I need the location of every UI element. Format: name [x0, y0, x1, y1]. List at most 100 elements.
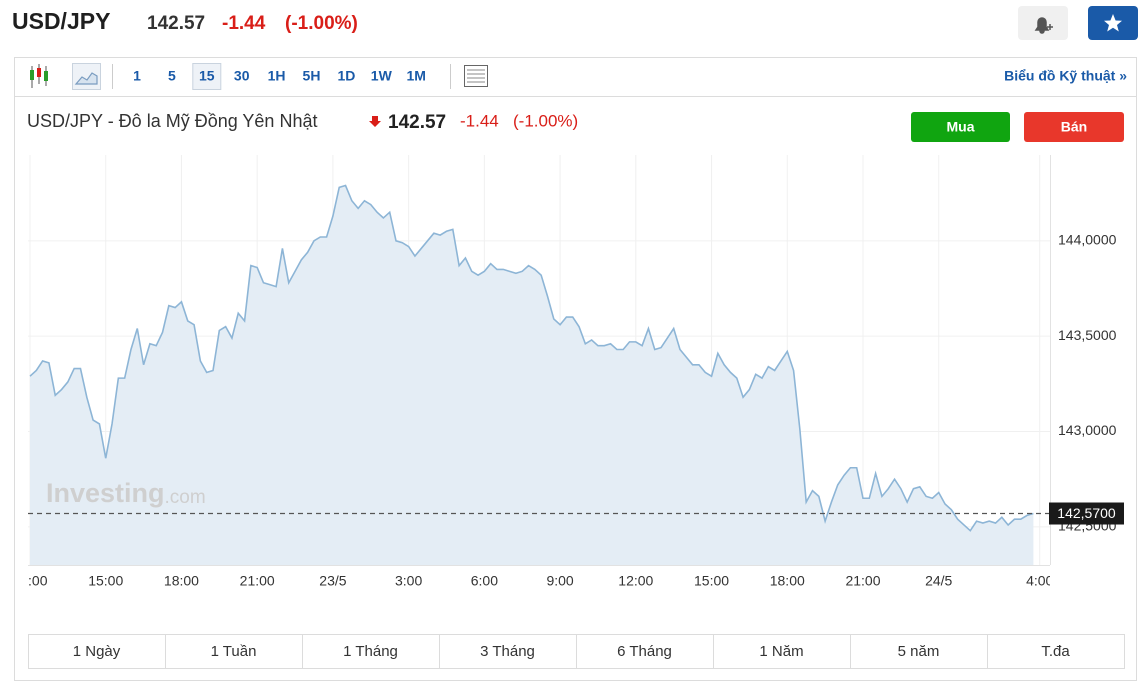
range-tab-label: 3 Tháng [480, 643, 535, 660]
interval-label: 5 [168, 68, 176, 84]
interval-label: 5H [303, 68, 321, 84]
sell-button-bg [1024, 112, 1124, 142]
x-tick-label: 24/5 [925, 573, 952, 589]
price-line [29, 184, 1034, 532]
change: -1.44 [222, 13, 266, 34]
buy-button-bg [911, 112, 1010, 142]
y-tick-label: 144,0000 [1058, 232, 1117, 248]
table-icon-lines [467, 69, 485, 83]
interval-button[interactable]: 1 [133, 68, 141, 84]
interval-label: 15 [199, 68, 215, 84]
interval-label: 30 [234, 68, 250, 84]
interval-label: 1D [337, 68, 355, 84]
range-tab[interactable]: 1 Tuần [165, 634, 303, 669]
sell-button[interactable]: Bán [1024, 112, 1124, 142]
range-tab[interactable]: 3 Tháng [439, 634, 577, 669]
range-tab[interactable]: 6 Tháng [576, 634, 714, 669]
plot-area [28, 155, 1050, 565]
range-tab[interactable]: 5 năm [850, 634, 988, 669]
interval-label: 1 [133, 68, 141, 84]
table-view[interactable] [464, 65, 488, 87]
interval-button[interactable]: 1D [337, 68, 355, 84]
range-tab[interactable]: 1 Ngày [28, 634, 166, 669]
interval-button[interactable]: 1M [406, 68, 425, 84]
star-icon [1104, 14, 1122, 32]
quote-price: 142.57 [388, 112, 446, 133]
quote-change: -1.44 [460, 111, 499, 130]
x-tick-label: 21:00 [240, 573, 275, 589]
interval-button[interactable]: 15 [192, 63, 222, 90]
x-tick-label: 21:00 [845, 573, 880, 589]
x-tick-label: 12:00 [12, 573, 47, 589]
y-tick-label: 143,0000 [1058, 422, 1117, 438]
quote-change-pct: (-1.00%) [513, 111, 578, 130]
range-tab-label: 1 Tuần [211, 643, 257, 660]
range-tab-label: 5 năm [898, 643, 940, 660]
range-tab[interactable]: T.đa [987, 634, 1125, 669]
x-tick-label: 6:00 [471, 573, 498, 589]
last-value-box [1049, 502, 1124, 525]
x-tick-label: 23/5 [319, 573, 346, 589]
bell-icon [1034, 17, 1053, 34]
range-tab-bg [576, 634, 714, 669]
y-tick-label: 143,5000 [1058, 327, 1117, 343]
candle-body [30, 70, 34, 80]
alert-button[interactable] [1018, 6, 1068, 40]
x-tick-label: 3:00 [395, 573, 422, 589]
x-tick-label: 18:00 [164, 573, 199, 589]
interval-list: 1 5 15 30 1H 5H 1D 1W 1M [133, 63, 426, 90]
table-icon [464, 65, 488, 87]
range-tab-label: 6 Tháng [617, 643, 672, 660]
x-tick-label: 18:00 [770, 573, 805, 589]
interval-button[interactable]: 1W [371, 68, 393, 84]
range-tab-bg [165, 634, 303, 669]
price-chart: Investing .com 12:00 15:00 18:00 21:00 23/5 3:0… [12, 155, 1124, 589]
x-tick-labels: 12:00 15:00 18:00 21:00 23/5 3:00 6:00 9:00 12:0… [12, 573, 1050, 589]
instrument-name: USD/JPY - Đô la Mỹ Đồng Yên Nhật [27, 111, 317, 131]
candle-body [37, 68, 41, 77]
last-value-label: 142,5700 [1057, 505, 1116, 521]
x-tick-label: 15:00 [88, 573, 123, 589]
watermark-suffix: .com [165, 487, 206, 508]
buy-button[interactable]: Mua [911, 112, 1010, 142]
interval-label: 1W [371, 68, 393, 84]
area-type[interactable] [72, 63, 101, 90]
watermark-brand: Investing [46, 478, 165, 508]
range-tab-label: T.đa [1041, 643, 1070, 660]
range-tab[interactable]: 1 Năm [713, 634, 851, 669]
x-tick-label: 12:00 [618, 573, 653, 589]
symbol: USD/JPY [12, 8, 110, 34]
range-tab-label: 1 Năm [759, 643, 803, 660]
area-fill [30, 185, 1034, 565]
range-tab-label: 1 Tháng [343, 643, 398, 660]
interval-active-bg [192, 63, 222, 90]
change-pct: (-1.00%) [285, 13, 358, 34]
down-arrow [369, 116, 381, 127]
range-tab-bg [713, 634, 851, 669]
technical-chart-link[interactable]: Biểu đồ Kỹ thuật » [1004, 68, 1127, 84]
watchlist-button[interactable] [1088, 6, 1138, 40]
range-tab-bg [987, 634, 1125, 669]
sell-label: Bán [1061, 119, 1087, 135]
price: 142.57 [147, 13, 205, 34]
range-tab-bg [850, 634, 988, 669]
x-tick-label: 9:00 [546, 573, 573, 589]
interval-label: 1H [268, 68, 286, 84]
range-tab-bg [28, 634, 166, 669]
range-tab[interactable]: 1 Tháng [302, 634, 440, 669]
x-tick-label: 15:00 [694, 573, 729, 589]
area-icon [74, 72, 98, 85]
candlestick-type[interactable] [30, 64, 48, 88]
buy-label: Mua [947, 119, 975, 135]
interval-button[interactable]: 5 [168, 68, 176, 84]
interval-button[interactable]: 1H [268, 68, 286, 84]
interval-label: 1M [406, 68, 425, 84]
range-tab-label: 1 Ngày [73, 643, 121, 660]
candle-body [44, 71, 48, 81]
interval-button[interactable]: 30 [234, 68, 250, 84]
interval-button[interactable]: 5H [303, 68, 321, 84]
range-tabs: 1 Ngày 1 Tuần 1 Tháng 3 Tháng 6 Tháng 1 Năm 5 … [28, 634, 1125, 669]
